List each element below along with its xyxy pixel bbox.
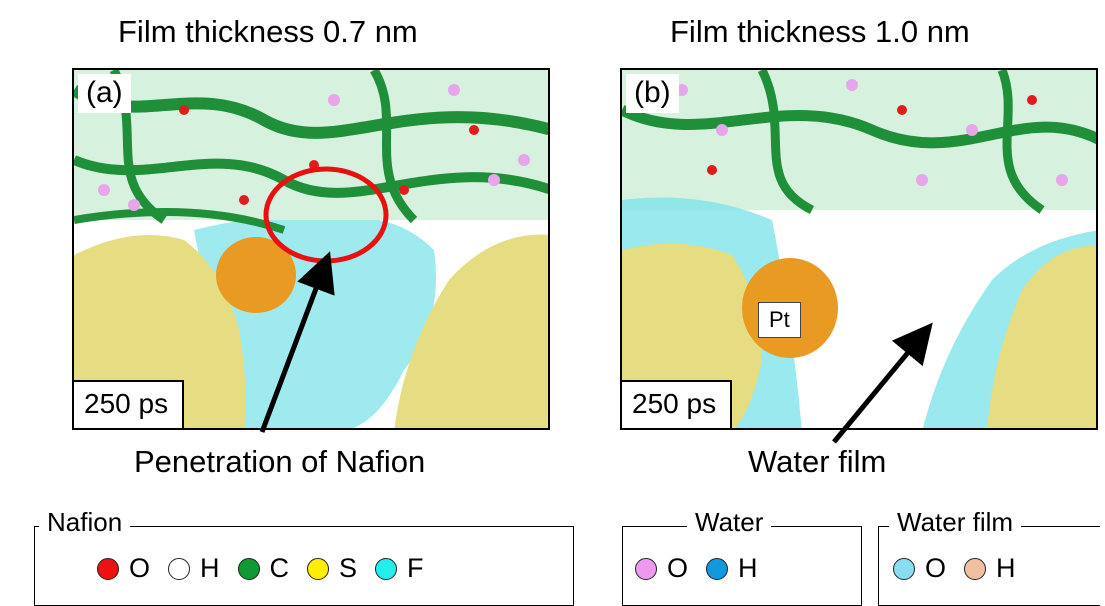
legend-water: Water O H (622, 526, 862, 606)
legend-label: S (339, 553, 357, 584)
peach-circle-icon (964, 558, 986, 580)
pink-circle-icon (635, 558, 657, 580)
title-right: Film thickness 1.0 nm (670, 14, 970, 50)
simulation-image-a (74, 70, 550, 430)
title-left: Film thickness 0.7 nm (118, 14, 418, 50)
caption-water-film: Water film (748, 444, 886, 480)
caption-penetration: Penetration of Nafion (134, 444, 425, 480)
legend-label: O (925, 553, 946, 584)
legend-nafion: Nafion O H C S F (34, 526, 574, 606)
legend-label: F (407, 553, 424, 584)
pt-label: Pt (758, 302, 801, 338)
legend-water-film-entries: O H (893, 553, 1034, 584)
legend-label: O (129, 553, 150, 584)
legend-water-title: Water (687, 507, 771, 538)
legend-label: H (738, 553, 758, 584)
time-label-a: 250 ps (74, 380, 184, 428)
white-circle-icon (168, 558, 190, 580)
legend-label: C (270, 553, 290, 584)
legend-water-entries: O H (635, 553, 776, 584)
panel-label-b: (b) (626, 74, 679, 113)
simulation-image-b (622, 70, 1098, 430)
red-circle-icon (97, 558, 119, 580)
legend-water-film: Water film O H (878, 526, 1100, 606)
legend-nafion-entries: O H C S F (97, 553, 442, 584)
yellow-circle-icon (307, 558, 329, 580)
panel-a: (a) 250 ps (72, 68, 550, 430)
legend-label: O (667, 553, 688, 584)
panel-b: (b) 250 ps Pt (620, 68, 1098, 430)
cyan-circle-icon (375, 558, 397, 580)
panel-label-a: (a) (78, 74, 131, 113)
light-blue-circle-icon (893, 558, 915, 580)
legend-label: H (996, 553, 1016, 584)
legend-water-film-title: Water film (889, 507, 1021, 538)
legend-label: H (200, 553, 220, 584)
legend-nafion-title: Nafion (39, 507, 130, 538)
time-label-b: 250 ps (622, 380, 732, 428)
blue-circle-icon (706, 558, 728, 580)
green-circle-icon (238, 558, 260, 580)
